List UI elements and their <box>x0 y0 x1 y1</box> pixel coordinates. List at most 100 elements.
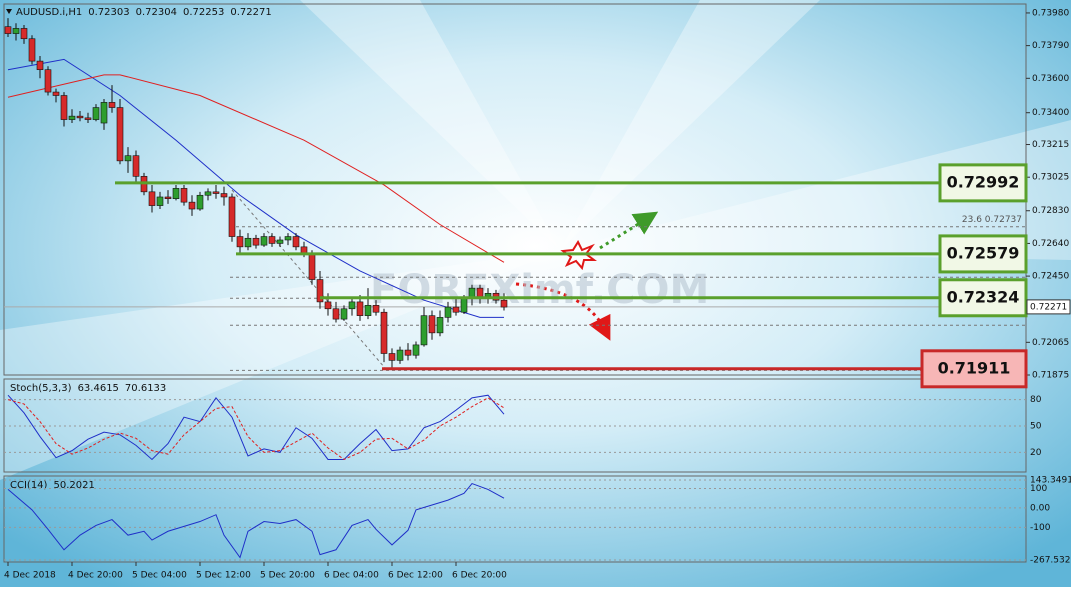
header-ohlc: 0.72304 <box>136 7 177 18</box>
candle-body <box>172 188 180 200</box>
candle-body <box>348 301 356 310</box>
candle-body <box>100 102 108 124</box>
candle-body <box>412 344 420 356</box>
candle-body <box>132 155 140 177</box>
x-tick-label: 4 Dec 20:00 <box>68 571 123 581</box>
candle-body <box>108 102 116 108</box>
indicator-line <box>7 397 505 461</box>
candle-body <box>116 107 124 162</box>
candle-body <box>316 279 324 303</box>
y-tick-label: 0.72640 <box>1032 239 1069 249</box>
candle-body <box>12 28 20 34</box>
candle-body <box>228 196 236 237</box>
candle-body <box>236 236 244 248</box>
candle-body <box>4 26 12 34</box>
y-tick-label: 0.73980 <box>1032 8 1069 18</box>
y-tick-label: 100 <box>1030 484 1047 494</box>
level-box <box>938 278 1028 318</box>
price-marker-label: 0.72271 <box>1030 302 1067 312</box>
candle-body <box>20 28 28 40</box>
candle-body <box>356 301 364 316</box>
x-tick-label: 6 Dec 20:00 <box>452 571 507 581</box>
x-tick-label: 6 Dec 12:00 <box>388 571 443 581</box>
y-tick-label: -267.5328 <box>1030 556 1071 566</box>
candle-body <box>204 191 212 196</box>
candle-body <box>364 305 372 316</box>
y-tick-label: 0.73400 <box>1032 108 1069 118</box>
indicator-line <box>7 482 505 559</box>
y-tick-label: 0.71875 <box>1032 371 1069 381</box>
candle-body <box>292 236 300 248</box>
candle-body <box>452 306 460 313</box>
candle-body <box>260 236 268 246</box>
candle-body <box>340 308 348 320</box>
y-tick-label: 50 <box>1030 422 1042 432</box>
candle-body <box>308 253 316 280</box>
header-ohlc: 0.72271 <box>230 7 271 18</box>
header-ohlc: 0.72303 <box>88 7 129 18</box>
y-tick-label: 0.72065 <box>1032 338 1069 348</box>
level-box <box>938 234 1028 274</box>
candle-body <box>164 196 172 200</box>
level-box <box>920 349 1028 389</box>
candle-body <box>212 191 220 194</box>
watermark: FOREXimf.COM <box>370 267 709 313</box>
candle-body <box>324 301 332 310</box>
candle-body <box>388 353 396 361</box>
level-box <box>938 163 1028 203</box>
candle-body <box>156 196 164 206</box>
up-arrow <box>599 211 659 250</box>
level-label: 0.72579 <box>947 243 1020 262</box>
candle-body <box>268 236 276 244</box>
candle-body <box>44 69 52 93</box>
y-tick-label: 0.72450 <box>1032 272 1069 282</box>
symbol: AUDUSD.i,H1 <box>16 7 82 18</box>
level-label: 0.72324 <box>947 287 1020 306</box>
candle-body <box>148 191 156 206</box>
candle-body <box>180 188 188 203</box>
y-tick-label: 0.73025 <box>1032 173 1069 183</box>
y-tick-label: 0.73600 <box>1032 74 1069 84</box>
candle-body <box>84 117 92 120</box>
candle-body <box>332 308 340 320</box>
x-tick-label: 5 Dec 12:00 <box>196 571 251 581</box>
menu-arrow <box>6 9 12 14</box>
candle-body <box>484 293 492 298</box>
candle-body <box>220 193 228 198</box>
cci-title: CCI(14) <box>10 480 48 491</box>
candle-body <box>60 95 68 120</box>
cci-panel <box>3 475 1027 563</box>
light-rays <box>0 0 1071 480</box>
candle-body <box>476 287 484 298</box>
y-tick-label: 0.00 <box>1030 503 1050 513</box>
x-tick-label: 6 Dec 04:00 <box>324 571 379 581</box>
y-tick-label: 143.3491 <box>1030 476 1071 486</box>
candle-body <box>500 299 508 308</box>
candle-body <box>28 38 36 62</box>
indicator-value: 70.6133 <box>125 383 166 394</box>
level-label: 0.71911 <box>938 358 1011 377</box>
candle-body <box>52 91 60 96</box>
candle-body <box>68 115 76 120</box>
y-tick-label: 80 <box>1030 395 1042 405</box>
candle-body <box>252 237 260 246</box>
candle-body <box>92 107 100 120</box>
header-ohlc: 0.72253 <box>183 7 224 18</box>
level-label: 0.72992 <box>947 172 1020 191</box>
stoch-title: Stoch(5,3,3) <box>10 383 72 394</box>
fib-label: 23.6 0.72737 <box>962 215 1022 225</box>
candle-body <box>404 349 412 356</box>
indicator-value: 63.4615 <box>78 383 119 394</box>
x-tick-label: 4 Dec 2018 <box>4 571 56 581</box>
candle-body <box>428 315 436 334</box>
y-tick-label: 0.73790 <box>1032 41 1069 51</box>
candle-body <box>76 115 84 119</box>
candle-body <box>444 306 452 318</box>
y-tick-label: -100 <box>1030 523 1051 533</box>
x-tick-label: 5 Dec 20:00 <box>260 571 315 581</box>
candle-body <box>276 239 284 244</box>
candle-body <box>436 317 444 334</box>
